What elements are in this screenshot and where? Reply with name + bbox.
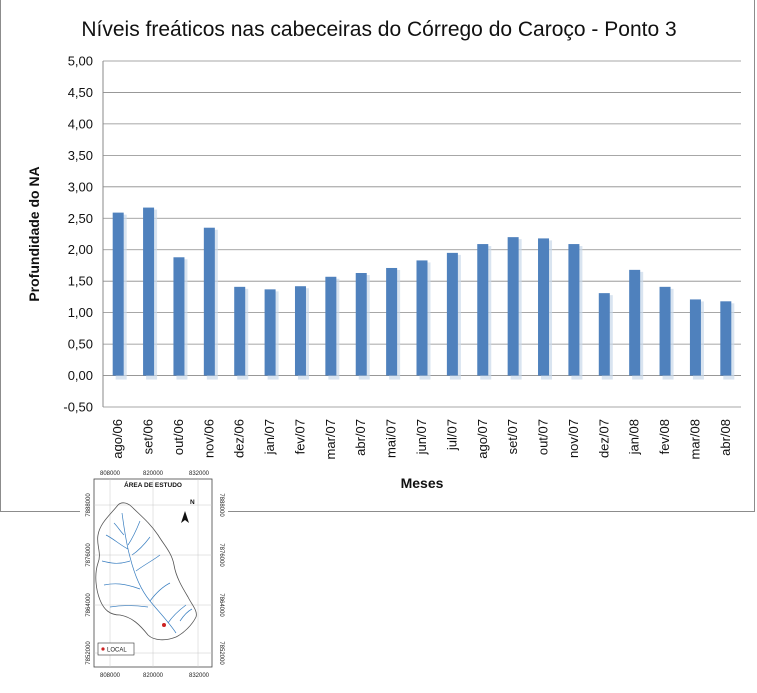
map-legend (97, 642, 135, 656)
y-tick-label: 2,00 (68, 242, 93, 257)
bar (598, 293, 610, 376)
map-y-tick-left-1: 7888000 (86, 493, 92, 517)
y-tick-labels: 5,00 4,50 4,00 3,50 3,00 2,50 2,00 1,50 1,00 0,50… (63, 54, 93, 415)
x-tick-label: nov/06 (201, 419, 216, 458)
x-tick-labels: ago/06 set/06 out/06 nov/06 dez/06 jan/07 fev/… (110, 419, 733, 459)
bars (112, 207, 735, 380)
map-y-tick-right-3: 7864000 (218, 593, 224, 617)
bar (234, 286, 246, 376)
map-x-tick-top-2: 820000 (143, 471, 164, 477)
map-x-tick-top-1: 808000 (100, 471, 121, 477)
x-tick-label: mar/08 (687, 419, 702, 459)
bar (386, 267, 398, 376)
x-tick-label: abr/08 (718, 419, 733, 456)
x-tick-label: jul/07 (444, 419, 459, 451)
map-x-tick-bottom-2: 820000 (143, 673, 164, 679)
legend-marker (101, 647, 105, 651)
bar (264, 289, 276, 376)
x-axis-label: Meses (401, 475, 444, 491)
watershed-boundary (95, 502, 197, 641)
legend-label: LOCAL (107, 648, 127, 654)
bar (720, 301, 732, 376)
x-tick-label: ago/07 (475, 419, 490, 459)
bar-chart: Níveis freáticos nas cabeceiras do Córre… (26, 18, 741, 491)
bar (355, 273, 367, 376)
map-y-tick-left-3: 7864000 (86, 593, 92, 617)
y-tick-label: 4,00 (68, 116, 93, 131)
bar (294, 286, 306, 376)
map-svg: 808000 820000 832000 808000 820000 83200… (86, 471, 224, 679)
bar (689, 299, 701, 376)
north-arrow-icon: N (181, 499, 195, 523)
bar (112, 212, 124, 376)
bar (629, 269, 641, 376)
map-x-tick-bottom-1: 808000 (100, 673, 121, 679)
x-tick-label: set/06 (141, 419, 156, 454)
x-tick-label: fev/08 (657, 419, 672, 454)
study-area-map: 808000 820000 832000 808000 820000 83200… (80, 465, 228, 685)
bar (507, 237, 519, 376)
y-tick-label: 2,50 (68, 211, 93, 226)
chart-area: Níveis freáticos nas cabeceiras do Córre… (0, 0, 755, 512)
x-tick-label: abr/07 (353, 419, 368, 456)
map-y-tick-right-1: 7888000 (218, 493, 224, 517)
bar (143, 207, 155, 376)
x-tick-label: jan/08 (627, 419, 642, 455)
y-tick-label: 3,50 (68, 148, 93, 163)
bar (568, 244, 580, 376)
location-marker (162, 623, 166, 627)
x-tick-label: out/07 (536, 419, 551, 455)
bar (446, 252, 458, 376)
map-x-tick-bottom-3: 832000 (189, 673, 210, 679)
map-grid (94, 479, 212, 667)
north-label: N (190, 499, 195, 506)
bar (173, 257, 185, 376)
x-tick-label: ago/06 (110, 419, 125, 459)
x-tick-label: jan/07 (262, 419, 277, 455)
map-y-tick-right-4: 7852000 (218, 641, 224, 665)
x-tick-label: mar/07 (323, 419, 338, 459)
y-tick-label: 3,00 (68, 179, 93, 194)
y-tick-label: 1,00 (68, 305, 93, 320)
map-y-tick-left-2: 7876000 (86, 543, 92, 567)
y-tick-label: 0,00 (68, 368, 93, 383)
x-tick-label: nov/07 (566, 419, 581, 458)
y-tick-label: 5,00 (68, 54, 93, 69)
bar (203, 227, 215, 376)
map-y-tick-right-2: 7876000 (218, 543, 224, 567)
x-tick-label: set/07 (505, 419, 520, 454)
y-axis-label: Profundidade do NA (26, 166, 42, 301)
x-tick-label: dez/07 (596, 419, 611, 458)
y-tick-label: 1,50 (68, 274, 93, 289)
bar (416, 260, 428, 376)
y-tick-label: 0,50 (68, 337, 93, 352)
y-tick-label: 4,50 (68, 85, 93, 100)
x-tick-label: out/06 (171, 419, 186, 455)
chart-title: Níveis freáticos nas cabeceiras do Córre… (81, 18, 676, 41)
map-title: ÁREA DE ESTUDO (124, 480, 182, 489)
x-tick-label: dez/06 (232, 419, 247, 458)
bar (477, 244, 489, 376)
bar (538, 238, 550, 376)
bar (659, 286, 671, 376)
map-y-tick-left-4: 7852000 (86, 641, 92, 665)
x-tick-label: mai/07 (384, 419, 399, 458)
x-tick-label: jun/07 (414, 419, 429, 455)
map-x-tick-top-3: 832000 (189, 471, 210, 477)
y-tick-label: -0,50 (63, 400, 93, 415)
x-tick-label: fev/07 (292, 419, 307, 454)
river-network (101, 512, 193, 634)
bar (325, 276, 337, 376)
